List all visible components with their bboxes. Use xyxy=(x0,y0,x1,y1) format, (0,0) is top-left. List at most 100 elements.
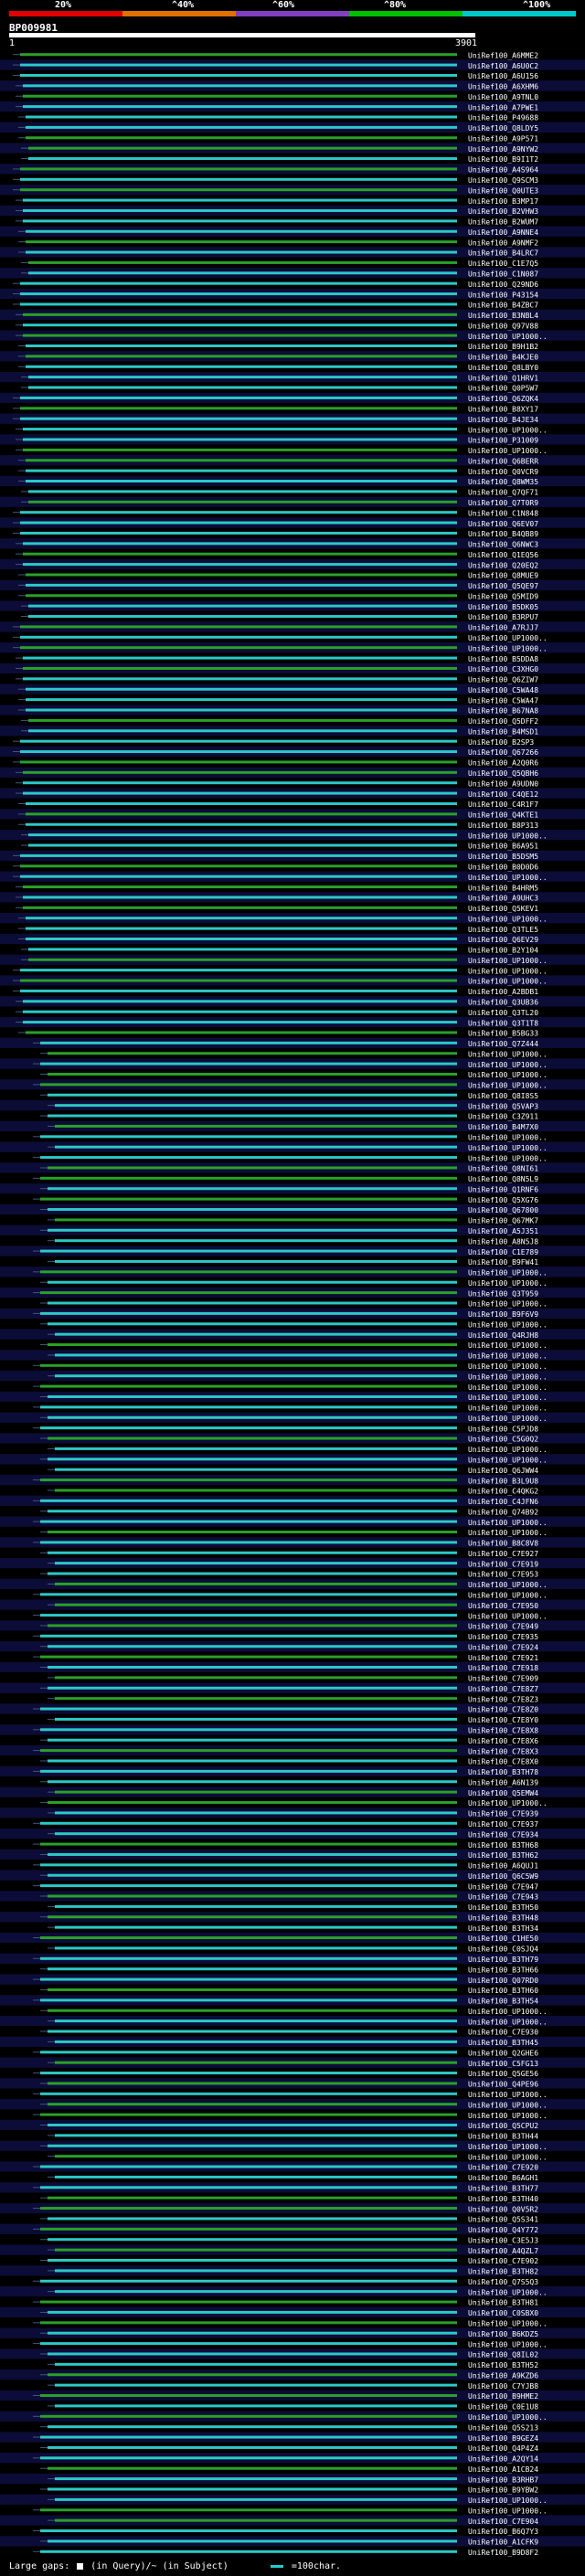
hit-label: UniRef100_C3Z911 xyxy=(468,1113,538,1121)
alignment-bar xyxy=(28,157,457,161)
alignment-bar xyxy=(28,615,457,619)
alignment-bar xyxy=(55,1489,457,1492)
alignment-bar xyxy=(28,604,457,608)
hit-label: UniRef100_B5DK05 xyxy=(468,603,538,611)
hit-label: UniRef100_C7E939 xyxy=(468,1810,538,1818)
hit-label: UniRef100_UP1000.. xyxy=(468,1352,548,1361)
hit-label: UniRef100_UP1000.. xyxy=(468,1050,548,1058)
hit-label: UniRef100_Q67MK7 xyxy=(468,1217,538,1225)
hit-label: UniRef100_A7RJJ7 xyxy=(468,624,538,632)
hit-label: UniRef100_C3E5J3 xyxy=(468,2236,538,2244)
hit-row: UniRef100_Q3T959 xyxy=(0,1287,585,1299)
alignment-bar xyxy=(40,1863,457,1867)
alignment-bar xyxy=(40,1936,457,1940)
hit-label: UniRef100_Q4RJH8 xyxy=(468,1331,538,1340)
hit-row: UniRef100_C5WA47 xyxy=(0,694,585,705)
hit-row: UniRef100_P43154 xyxy=(0,288,585,300)
alignment-bar xyxy=(40,1197,457,1201)
alignment-bar xyxy=(26,812,457,816)
alignment-bar xyxy=(20,625,457,629)
hit-label: UniRef100_A9TNL0 xyxy=(468,93,538,101)
hit-row: UniRef100_Q0VCR9 xyxy=(0,465,585,476)
hit-row: UniRef100_C5PJD8 xyxy=(0,1422,585,1434)
hit-row: UniRef100_Q5CPU2 xyxy=(0,2119,585,2131)
hit-label: UniRef100_Q5QE97 xyxy=(468,582,538,590)
hit-row: UniRef100_A9KZD6 xyxy=(0,2369,585,2380)
alignment-bar xyxy=(48,1873,457,1877)
hit-row: UniRef100_Q8NI61 xyxy=(0,1162,585,1173)
alignment-bar xyxy=(48,2009,457,2012)
hit-label: UniRef100_Q5GE56 xyxy=(468,2070,538,2078)
alignment-bar xyxy=(48,1666,457,1670)
alignment-bar xyxy=(20,167,457,171)
alignment-bar xyxy=(40,2051,457,2054)
alignment-bar xyxy=(40,2227,457,2231)
hit-label: UniRef100_UP1000.. xyxy=(468,1519,548,1527)
hit-row: UniRef100_B8XY17 xyxy=(0,403,585,414)
legend-label: ^80% xyxy=(384,0,407,10)
scale-key-text: =100char. xyxy=(291,2561,342,2571)
hit-label: UniRef100_UP1000.. xyxy=(468,978,548,986)
hit-row: UniRef100_C4QE12 xyxy=(0,788,585,799)
alignment-bar xyxy=(40,2456,457,2460)
alignment-bar xyxy=(40,2279,457,2283)
hit-row: UniRef100_C3E5J3 xyxy=(0,2234,585,2245)
hit-row: UniRef100_B9F6V9 xyxy=(0,1308,585,1320)
hit-row: UniRef100_A6XHM6 xyxy=(0,80,585,91)
alignment-bar xyxy=(55,2497,457,2501)
alignment-bar xyxy=(23,552,457,556)
alignment-bar xyxy=(40,1614,457,1617)
hit-row: UniRef100_B3TH79 xyxy=(0,1953,585,1965)
alignment-bar xyxy=(26,1031,457,1034)
alignment-bar xyxy=(20,281,457,285)
hit-label: UniRef100_Q6EV29 xyxy=(468,936,538,944)
hit-label: UniRef100_A6XHM6 xyxy=(468,83,538,91)
alignment-bar xyxy=(40,2072,457,2075)
alignment-bar xyxy=(20,864,457,868)
hit-label: UniRef100_UP1000.. xyxy=(468,644,548,652)
hit-label: UniRef100_UP1000.. xyxy=(468,832,548,840)
hit-label: UniRef100_Q0P5W7 xyxy=(468,385,538,393)
hit-label: UniRef100_C7E8X8 xyxy=(468,1727,538,1735)
alignment-bar xyxy=(48,1093,457,1097)
alignment-bar xyxy=(55,1332,457,1336)
hit-label: UniRef100_A5J351 xyxy=(468,1227,538,1235)
hit-row: UniRef100_Q3UB36 xyxy=(0,996,585,1007)
hit-label: UniRef100_Q20EQ2 xyxy=(468,561,538,569)
hit-row: UniRef100_B4QB89 xyxy=(0,527,585,539)
hit-row: UniRef100_Q20EQ2 xyxy=(0,558,585,569)
hit-label: UniRef100_B4ZBC7 xyxy=(468,302,538,310)
alignment-bar xyxy=(40,2435,457,2439)
hit-label: UniRef100_UP1000.. xyxy=(468,2413,548,2422)
hit-label: UniRef100_UP1000.. xyxy=(468,2340,548,2348)
hit-row: UniRef100_Q6ZQK4 xyxy=(0,392,585,404)
hit-row: UniRef100_Q5VAP3 xyxy=(0,1099,585,1111)
hit-row: UniRef100_C7E8X6 xyxy=(0,1734,585,1745)
hit-label: UniRef100_C7E8Y0 xyxy=(468,1716,538,1724)
hit-label: UniRef100_B8XY17 xyxy=(468,406,538,414)
hit-row: UniRef100_B9YBW2 xyxy=(0,2484,585,2495)
hit-label: UniRef100_C1E789 xyxy=(468,1248,538,1256)
alignment-bar xyxy=(48,1114,457,1118)
hit-row: UniRef100_A9TNL0 xyxy=(0,90,585,101)
alignment-bar xyxy=(55,1468,457,1471)
alignment-bar xyxy=(28,948,457,951)
hit-label: UniRef100_C7E934 xyxy=(468,1830,538,1839)
alignment-bar xyxy=(48,2310,457,2314)
scale-bar-icon xyxy=(270,2564,283,2568)
hit-row: UniRef100_B3TH77 xyxy=(0,2182,585,2193)
alignment-bar xyxy=(23,896,457,899)
hit-label: UniRef100_B8P313 xyxy=(468,822,538,830)
alignment-bar xyxy=(40,1041,457,1044)
hit-label: UniRef100_C5WA47 xyxy=(468,696,538,705)
hit-row: UniRef100_Q97V88 xyxy=(0,320,585,331)
alignment-bar xyxy=(40,1956,457,1960)
hit-row: UniRef100_C0SBX0 xyxy=(0,2306,585,2318)
alignment-bar xyxy=(23,323,457,327)
alignment-bar xyxy=(48,1301,457,1305)
alignment-bar xyxy=(48,1073,457,1076)
alignment-bar xyxy=(48,2196,457,2200)
alignment-bar xyxy=(55,1218,457,1222)
hit-label: UniRef100_UP1000.. xyxy=(468,2112,548,2120)
hit-row: UniRef100_UP1000.. xyxy=(0,631,585,642)
